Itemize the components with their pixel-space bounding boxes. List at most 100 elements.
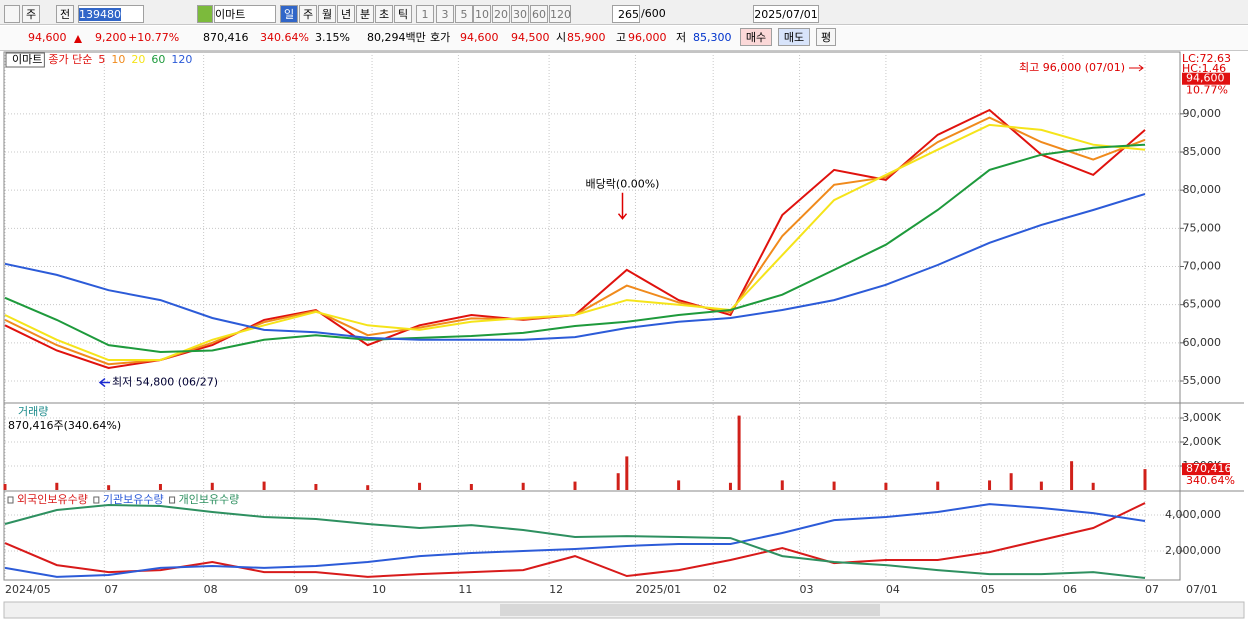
x-tick-label: 07 [104, 583, 118, 596]
x-tick-label: 02 [713, 583, 727, 596]
volume-bar [728, 482, 732, 490]
volume-bar [625, 456, 629, 490]
x-tick-label: 10 [372, 583, 386, 596]
y-tick-label: 85,000 [1183, 145, 1222, 158]
prev-button[interactable]: 전 [56, 5, 74, 23]
indicator-label: LC:72.63 [1182, 52, 1231, 65]
last-value-label: 870,416 [1186, 462, 1232, 475]
last-value-box [1182, 463, 1230, 476]
y-tick-label: 80,000 [1183, 183, 1222, 196]
volume-bar [55, 482, 59, 490]
legend-item: 60 [151, 53, 165, 66]
legend-swatch [93, 496, 100, 504]
volume-bar [1070, 461, 1074, 490]
x-tick-label: 12 [549, 583, 563, 596]
count-input[interactable]: 265 [612, 5, 640, 23]
high: 96,000 [628, 31, 667, 44]
interval-button[interactable]: 5 [455, 5, 473, 23]
volume-bar [616, 473, 620, 490]
interval-button[interactable]: 1 [416, 5, 434, 23]
period-button[interactable]: 주 [299, 5, 317, 23]
volume-bar [469, 483, 473, 490]
date-input[interactable]: 2025/07/01 [753, 5, 819, 23]
amount: 80,294백만 [367, 31, 426, 44]
legend-swatch [169, 496, 176, 504]
legend-item: 120 [171, 53, 192, 66]
scroll-thumb[interactable] [500, 604, 880, 616]
volume-bar [366, 485, 370, 490]
annotation: 최저 54,800 (06/27) [112, 376, 218, 389]
annotation-arrow [617, 192, 628, 220]
period-button[interactable]: 틱 [394, 5, 412, 23]
turnover: 3.15% [315, 31, 350, 44]
high-label: 고 [616, 31, 627, 44]
y-tick-label: 2,000K [1182, 435, 1221, 448]
last-value-box [1182, 72, 1230, 85]
x-tick-label: 07 [1145, 583, 1159, 596]
code: 139480 [79, 8, 121, 21]
interval-button[interactable]: 60 [530, 5, 548, 23]
new-icon[interactable] [197, 5, 213, 23]
code-input[interactable]: 139480 [78, 5, 144, 23]
annotation-arrow [98, 377, 110, 388]
icon-button[interactable] [4, 5, 20, 23]
open: 85,900 [567, 31, 606, 44]
annotation-arrow [1129, 64, 1144, 72]
ask: 94,600 [460, 31, 499, 44]
period-button[interactable]: 월 [318, 5, 336, 23]
series-line [4, 193, 1146, 341]
x-tick-label: 05 [981, 583, 995, 596]
volume-bar [262, 481, 266, 490]
x-tick-label: 04 [886, 583, 900, 596]
volume-bar [737, 415, 741, 490]
last-rate-label: 10.77% [1186, 84, 1228, 97]
bid-label: 호가 [430, 31, 451, 44]
series-line [4, 502, 1146, 578]
name-input[interactable]: 이마트 [214, 5, 276, 23]
volume-bar [1143, 469, 1147, 490]
interval-button[interactable]: 3 [436, 5, 454, 23]
volume-rate: 340.64% [260, 31, 309, 44]
volume-bar [521, 482, 525, 490]
legend-item: 외국인보유수량 [17, 493, 88, 506]
legend-item: 기관보유수량 [103, 493, 164, 506]
period-button[interactable]: 분 [356, 5, 374, 23]
low: 85,300 [693, 31, 732, 44]
legend-item: 20 [131, 53, 145, 66]
volume-bar [780, 480, 784, 490]
sell-button[interactable]: 매도 [778, 28, 810, 46]
annotation: 배당락(0.00%) [586, 178, 660, 191]
bid: 94,500 [511, 31, 550, 44]
volume-bar [988, 480, 992, 490]
avg-button[interactable]: 평 [816, 28, 836, 46]
volume-bar [677, 480, 681, 490]
volume-bar [3, 483, 7, 490]
period-button[interactable]: 년 [337, 5, 355, 23]
legend-item: 5 [98, 53, 105, 66]
period-select[interactable]: 주 [22, 5, 40, 23]
legend-prefix: 종가 단순 [48, 53, 92, 66]
last-value-label: 94,600 [1186, 72, 1225, 85]
cursor-date: 07/01 [1186, 583, 1218, 596]
x-tick-label: 2024/05 [5, 583, 51, 596]
x-tick-label: 09 [294, 583, 308, 596]
interval-button[interactable]: 30 [511, 5, 529, 23]
volume-bar [936, 481, 940, 490]
title-box [5, 52, 45, 68]
interval-button[interactable]: 10 [473, 5, 491, 23]
y-tick-label: 65,000 [1183, 298, 1222, 311]
volume-bar [314, 483, 318, 490]
y-tick-label: 3,000K [1182, 411, 1221, 424]
buy-button[interactable]: 매수 [740, 28, 772, 46]
period-button[interactable]: 초 [375, 5, 393, 23]
series-line [4, 503, 1146, 579]
legend-item: 개인보유수량 [179, 493, 240, 506]
volume-bar [1009, 473, 1013, 490]
period-button[interactable]: 일 [280, 5, 298, 23]
interval-button[interactable]: 20 [492, 5, 510, 23]
plot-frame [3, 51, 1181, 581]
interval-button[interactable]: 120 [549, 5, 571, 23]
